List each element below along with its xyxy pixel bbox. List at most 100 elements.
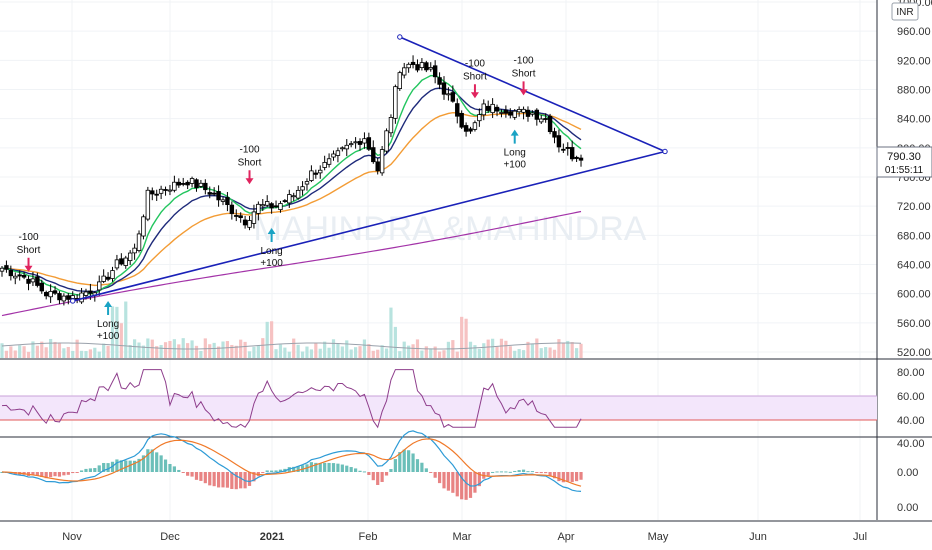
volume-bar [97, 351, 101, 358]
candle-body [136, 233, 142, 251]
candle-body [424, 62, 429, 71]
volume-bar [513, 350, 517, 358]
candle-body [251, 211, 257, 224]
macd-histogram-bar [561, 472, 565, 483]
price-tick-label: 720.00 [897, 201, 931, 213]
candle-body [185, 181, 190, 186]
candle-body [348, 143, 354, 146]
candle-body [318, 169, 323, 174]
volume-bar [62, 348, 66, 358]
time-tick-label: Dec [160, 531, 180, 543]
volume-bar [168, 340, 172, 358]
volume-bar [79, 350, 84, 358]
candle-body [309, 170, 314, 181]
price-tick-label: 840.00 [897, 114, 931, 126]
macd-histogram-bar [292, 466, 296, 472]
volume-bar [13, 350, 17, 358]
macd-histogram-bar [393, 459, 397, 472]
volume-bar [49, 338, 53, 358]
volume-bar [429, 348, 433, 358]
candle-body [419, 62, 425, 69]
lower-trendline [72, 150, 666, 302]
macd-histogram-bar [35, 472, 39, 476]
currency-badge[interactable]: INR [891, 2, 919, 21]
macd-histogram-bar [221, 472, 225, 488]
time-axis[interactable]: Nov Dec 2021 Feb Mar Apr May Jun Jul [62, 531, 867, 543]
candle-body [468, 128, 473, 132]
macd-histogram-bar [548, 472, 552, 476]
macd-histogram-bar [477, 472, 481, 487]
volume-bar [239, 339, 243, 358]
volume-bar [362, 339, 367, 358]
candle-body [273, 205, 279, 208]
candle-body [229, 204, 235, 214]
volume-bar [424, 346, 428, 358]
macd-histogram-bar [314, 462, 318, 472]
signal-label-top: -100 [240, 144, 260, 155]
candle-body [375, 161, 380, 172]
volume-bar [247, 351, 252, 358]
short-arrow-icon [470, 84, 479, 99]
volume-bar [265, 321, 269, 358]
macd-histogram-bar [66, 472, 70, 475]
candle-body [198, 182, 204, 187]
macd-histogram-bar [437, 472, 442, 484]
candle-body [450, 92, 456, 102]
macd-histogram-bar [44, 472, 48, 479]
macd-tick-label: 0.00 [897, 467, 918, 479]
candle-body [388, 117, 394, 134]
price-axis[interactable]: 1000.00960.00920.00880.00840.00800.00760… [897, 0, 932, 514]
macd-histogram-bar [521, 469, 526, 472]
volume-bar [261, 338, 265, 358]
candle-body [225, 197, 230, 206]
price-tick-label: 960.00 [897, 26, 931, 38]
candle-body [44, 292, 49, 297]
macd-tick-label: 0.00 [897, 502, 918, 514]
volume-bar [31, 341, 35, 358]
candle-body [521, 108, 526, 113]
price-tick-label: 680.00 [897, 230, 931, 242]
volume-bar [194, 345, 199, 358]
triangle-trendlines[interactable] [70, 34, 668, 304]
signal-label-top: Long [504, 148, 526, 159]
candle-body [203, 182, 208, 191]
currency-badge-label: INR [896, 7, 913, 18]
macd-histogram-bar [411, 453, 415, 472]
macd-histogram-bar [212, 472, 216, 487]
volume-bar [376, 349, 380, 358]
time-tick-label: Nov [62, 531, 82, 543]
volume-bar [203, 338, 207, 358]
macd-histogram-bar [190, 472, 194, 477]
volume-bar [517, 349, 521, 358]
candle-body [4, 265, 9, 270]
volume-bar [468, 341, 473, 358]
candle-body [154, 193, 159, 196]
macd-histogram-bar [53, 472, 57, 477]
macd-histogram-bar [323, 462, 327, 472]
volume-bar [252, 346, 256, 358]
candle-body [331, 153, 336, 158]
volume-bar [402, 341, 406, 358]
candle-body [48, 291, 53, 298]
sma-long-curve [1, 210, 582, 317]
candle-body [21, 274, 27, 278]
candles-layer[interactable] [0, 55, 584, 306]
candle-body [539, 118, 544, 123]
trendline-anchor [662, 148, 668, 155]
short-arrow-icon [24, 257, 33, 272]
macd-histogram-bar [159, 455, 163, 472]
candle-body [530, 112, 535, 115]
macd-histogram-bar [252, 472, 256, 482]
signal-label-bottom: +100 [260, 258, 283, 269]
volume-bar [35, 345, 39, 358]
candle-body [13, 275, 18, 279]
macd-histogram-bar [429, 472, 433, 473]
macd-histogram-bar [128, 460, 132, 472]
volume-bar [300, 351, 305, 358]
volume-bar [433, 346, 437, 358]
macd-histogram-bar [415, 459, 420, 472]
volume-bar [150, 339, 154, 358]
volume-bar [437, 351, 442, 358]
volume-bar [18, 345, 22, 358]
macd-histogram-bar [504, 471, 508, 473]
